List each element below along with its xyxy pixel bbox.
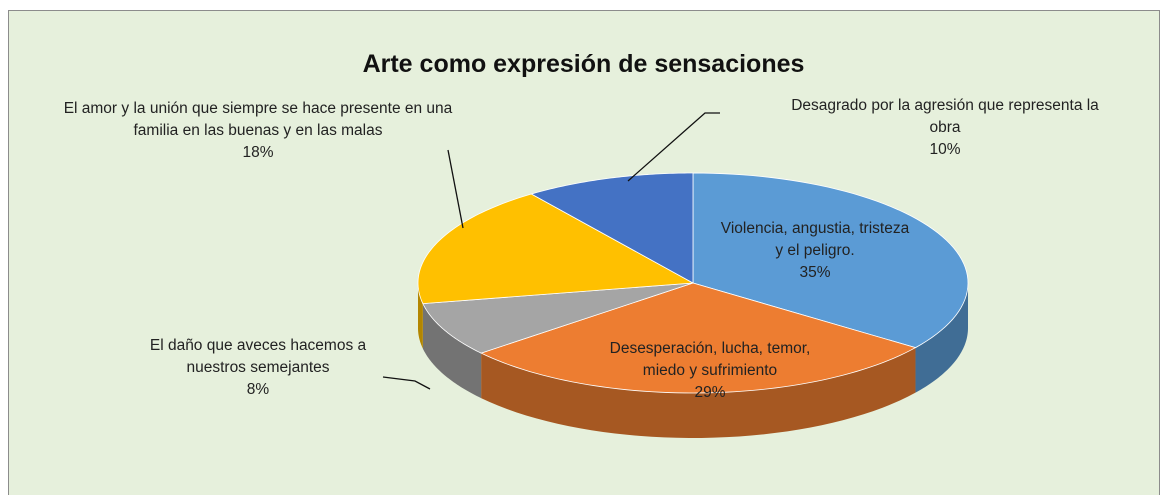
pie bbox=[417, 172, 969, 438]
data-label: El amor y la unión que siempre se hace p… bbox=[58, 98, 458, 164]
pie-slice bbox=[417, 193, 695, 305]
pie-side bbox=[915, 283, 968, 393]
label-name: El daño que aveces hacemos a nuestros se… bbox=[149, 337, 367, 376]
label-percent: 35% bbox=[799, 264, 831, 281]
label-name: Desagrado por la agresión que representa… bbox=[791, 97, 1099, 136]
leader-line bbox=[382, 376, 431, 390]
label-percent: 8% bbox=[246, 381, 270, 398]
pie-slice bbox=[692, 172, 969, 349]
label-percent: 29% bbox=[694, 384, 726, 401]
label-name: El amor y la unión que siempre se hace p… bbox=[63, 100, 453, 139]
label-percent: 10% bbox=[929, 141, 961, 158]
pie-side bbox=[422, 303, 482, 399]
pie-slice bbox=[530, 172, 694, 284]
pie-slice bbox=[480, 282, 917, 394]
data-label: Desagrado por la agresión que representa… bbox=[775, 95, 1115, 161]
data-label: El daño que aveces hacemos a nuestros se… bbox=[123, 335, 393, 401]
pie-slice bbox=[422, 282, 694, 354]
data-label: Desesperación, lucha, temor, miedo y suf… bbox=[590, 338, 830, 404]
label-name: Violencia, angustia, tristeza y el pelig… bbox=[720, 220, 910, 259]
chart-title: Arte como expresión de sensaciones bbox=[362, 50, 805, 78]
leader-line bbox=[627, 112, 720, 182]
label-percent: 18% bbox=[242, 144, 274, 161]
pie-side bbox=[481, 347, 916, 438]
leader-line bbox=[447, 149, 464, 229]
label-name: Desesperación, lucha, temor, miedo y suf… bbox=[609, 340, 811, 379]
data-label: Violencia, angustia, tristeza y el pelig… bbox=[720, 218, 910, 284]
pie-side bbox=[418, 283, 423, 349]
